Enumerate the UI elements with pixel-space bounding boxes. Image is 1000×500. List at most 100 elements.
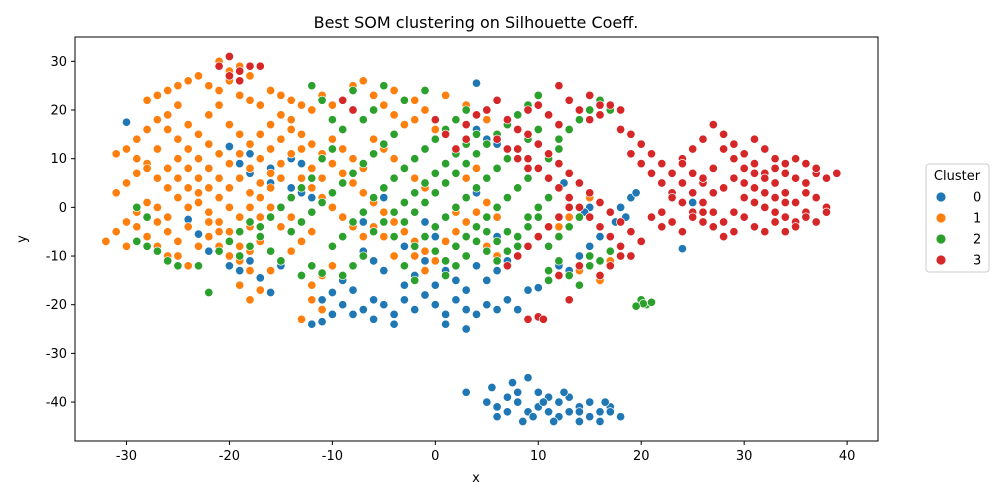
x-tick-label: 40 [839, 449, 856, 464]
point-cluster-3 [698, 217, 708, 227]
point-cluster-1 [235, 149, 245, 159]
point-cluster-1 [255, 193, 265, 203]
point-cluster-1 [461, 173, 471, 183]
x-tick-label: 10 [530, 449, 547, 464]
points-layer [101, 51, 842, 427]
point-cluster-3 [513, 144, 523, 154]
point-cluster-1 [245, 95, 255, 105]
point-cluster-3 [626, 149, 636, 159]
point-cluster-2 [286, 227, 296, 237]
chart-title: Best SOM clustering on Silhouette Coeff. [314, 13, 639, 32]
point-cluster-1 [245, 295, 255, 305]
point-cluster-3 [708, 163, 718, 173]
point-cluster-3 [616, 241, 626, 251]
point-cluster-0 [420, 217, 430, 227]
point-cluster-3 [657, 159, 667, 169]
point-cluster-3 [667, 193, 677, 203]
point-cluster-2 [276, 256, 286, 266]
point-cluster-3 [729, 173, 739, 183]
point-cluster-1 [451, 227, 461, 237]
point-cluster-1 [214, 100, 224, 110]
point-cluster-3 [770, 217, 780, 227]
point-cluster-1 [193, 241, 204, 251]
point-cluster-2 [585, 105, 595, 115]
y-axis: -40 -30 -20 -10 0 10 20 30 [46, 55, 75, 411]
point-cluster-0 [420, 290, 430, 300]
point-cluster-1 [183, 76, 193, 86]
point-cluster-3 [461, 120, 471, 130]
point-cluster-1 [204, 110, 214, 120]
point-cluster-2 [327, 188, 337, 198]
point-cluster-1 [338, 168, 348, 178]
point-cluster-1 [235, 129, 245, 139]
point-cluster-2 [461, 251, 471, 261]
point-cluster-1 [245, 163, 255, 173]
point-cluster-0 [538, 397, 548, 407]
point-cluster-3 [245, 61, 255, 71]
point-cluster-3 [585, 212, 595, 222]
point-cluster-2 [492, 202, 502, 212]
point-cluster-3 [760, 202, 770, 212]
point-cluster-3 [667, 217, 677, 227]
point-cluster-2 [296, 270, 307, 281]
legend-marker-0 [935, 191, 947, 203]
point-cluster-3 [657, 178, 667, 188]
point-cluster-1 [327, 261, 337, 271]
point-cluster-2 [255, 222, 265, 232]
point-cluster-3 [719, 144, 729, 154]
point-cluster-2 [533, 212, 543, 222]
point-cluster-2 [173, 261, 183, 271]
point-cluster-3 [780, 168, 790, 178]
point-cluster-3 [523, 241, 533, 251]
point-cluster-1 [554, 222, 564, 232]
point-cluster-1 [379, 207, 389, 217]
point-cluster-0 [574, 416, 584, 427]
point-cluster-0 [389, 309, 399, 319]
point-cluster-2 [482, 173, 492, 183]
point-cluster-2 [132, 236, 142, 246]
point-cluster-3 [348, 105, 358, 115]
point-cluster-1 [266, 85, 276, 96]
point-cluster-2 [245, 241, 255, 251]
point-cluster-1 [430, 124, 440, 135]
point-cluster-1 [410, 173, 420, 183]
point-cluster-2 [317, 268, 327, 278]
point-cluster-3 [554, 81, 564, 91]
point-cluster-1 [214, 149, 224, 159]
point-cluster-1 [389, 154, 399, 164]
y-tick-label: 0 [59, 201, 67, 216]
point-cluster-1 [266, 120, 276, 130]
point-cluster-0 [369, 295, 379, 305]
point-cluster-0 [513, 397, 523, 407]
point-cluster-2 [338, 232, 348, 242]
x-axis-label: x [472, 471, 480, 486]
point-cluster-3 [677, 197, 687, 208]
point-cluster-0 [595, 232, 605, 242]
point-cluster-3 [657, 222, 667, 232]
point-cluster-3 [574, 178, 584, 188]
point-cluster-1 [173, 173, 183, 183]
point-cluster-0 [564, 407, 574, 417]
point-cluster-2 [235, 251, 245, 261]
point-cluster-0 [492, 402, 502, 412]
point-cluster-1 [204, 207, 214, 217]
point-cluster-1 [204, 217, 214, 227]
point-cluster-3 [605, 232, 615, 242]
point-cluster-1 [245, 266, 255, 276]
point-cluster-3 [708, 188, 718, 198]
point-cluster-1 [410, 95, 420, 105]
point-cluster-1 [255, 129, 265, 139]
point-cluster-3 [657, 207, 667, 217]
point-cluster-1 [492, 212, 502, 222]
point-cluster-3 [770, 207, 780, 217]
x-tick-label: -20 [219, 449, 240, 464]
point-cluster-3 [770, 163, 780, 173]
point-cluster-3 [677, 178, 687, 188]
point-cluster-1 [296, 236, 307, 246]
point-cluster-1 [358, 76, 368, 86]
point-cluster-3 [626, 251, 636, 261]
point-cluster-2 [441, 270, 451, 281]
point-cluster-1 [266, 202, 276, 212]
point-cluster-3 [780, 212, 790, 222]
